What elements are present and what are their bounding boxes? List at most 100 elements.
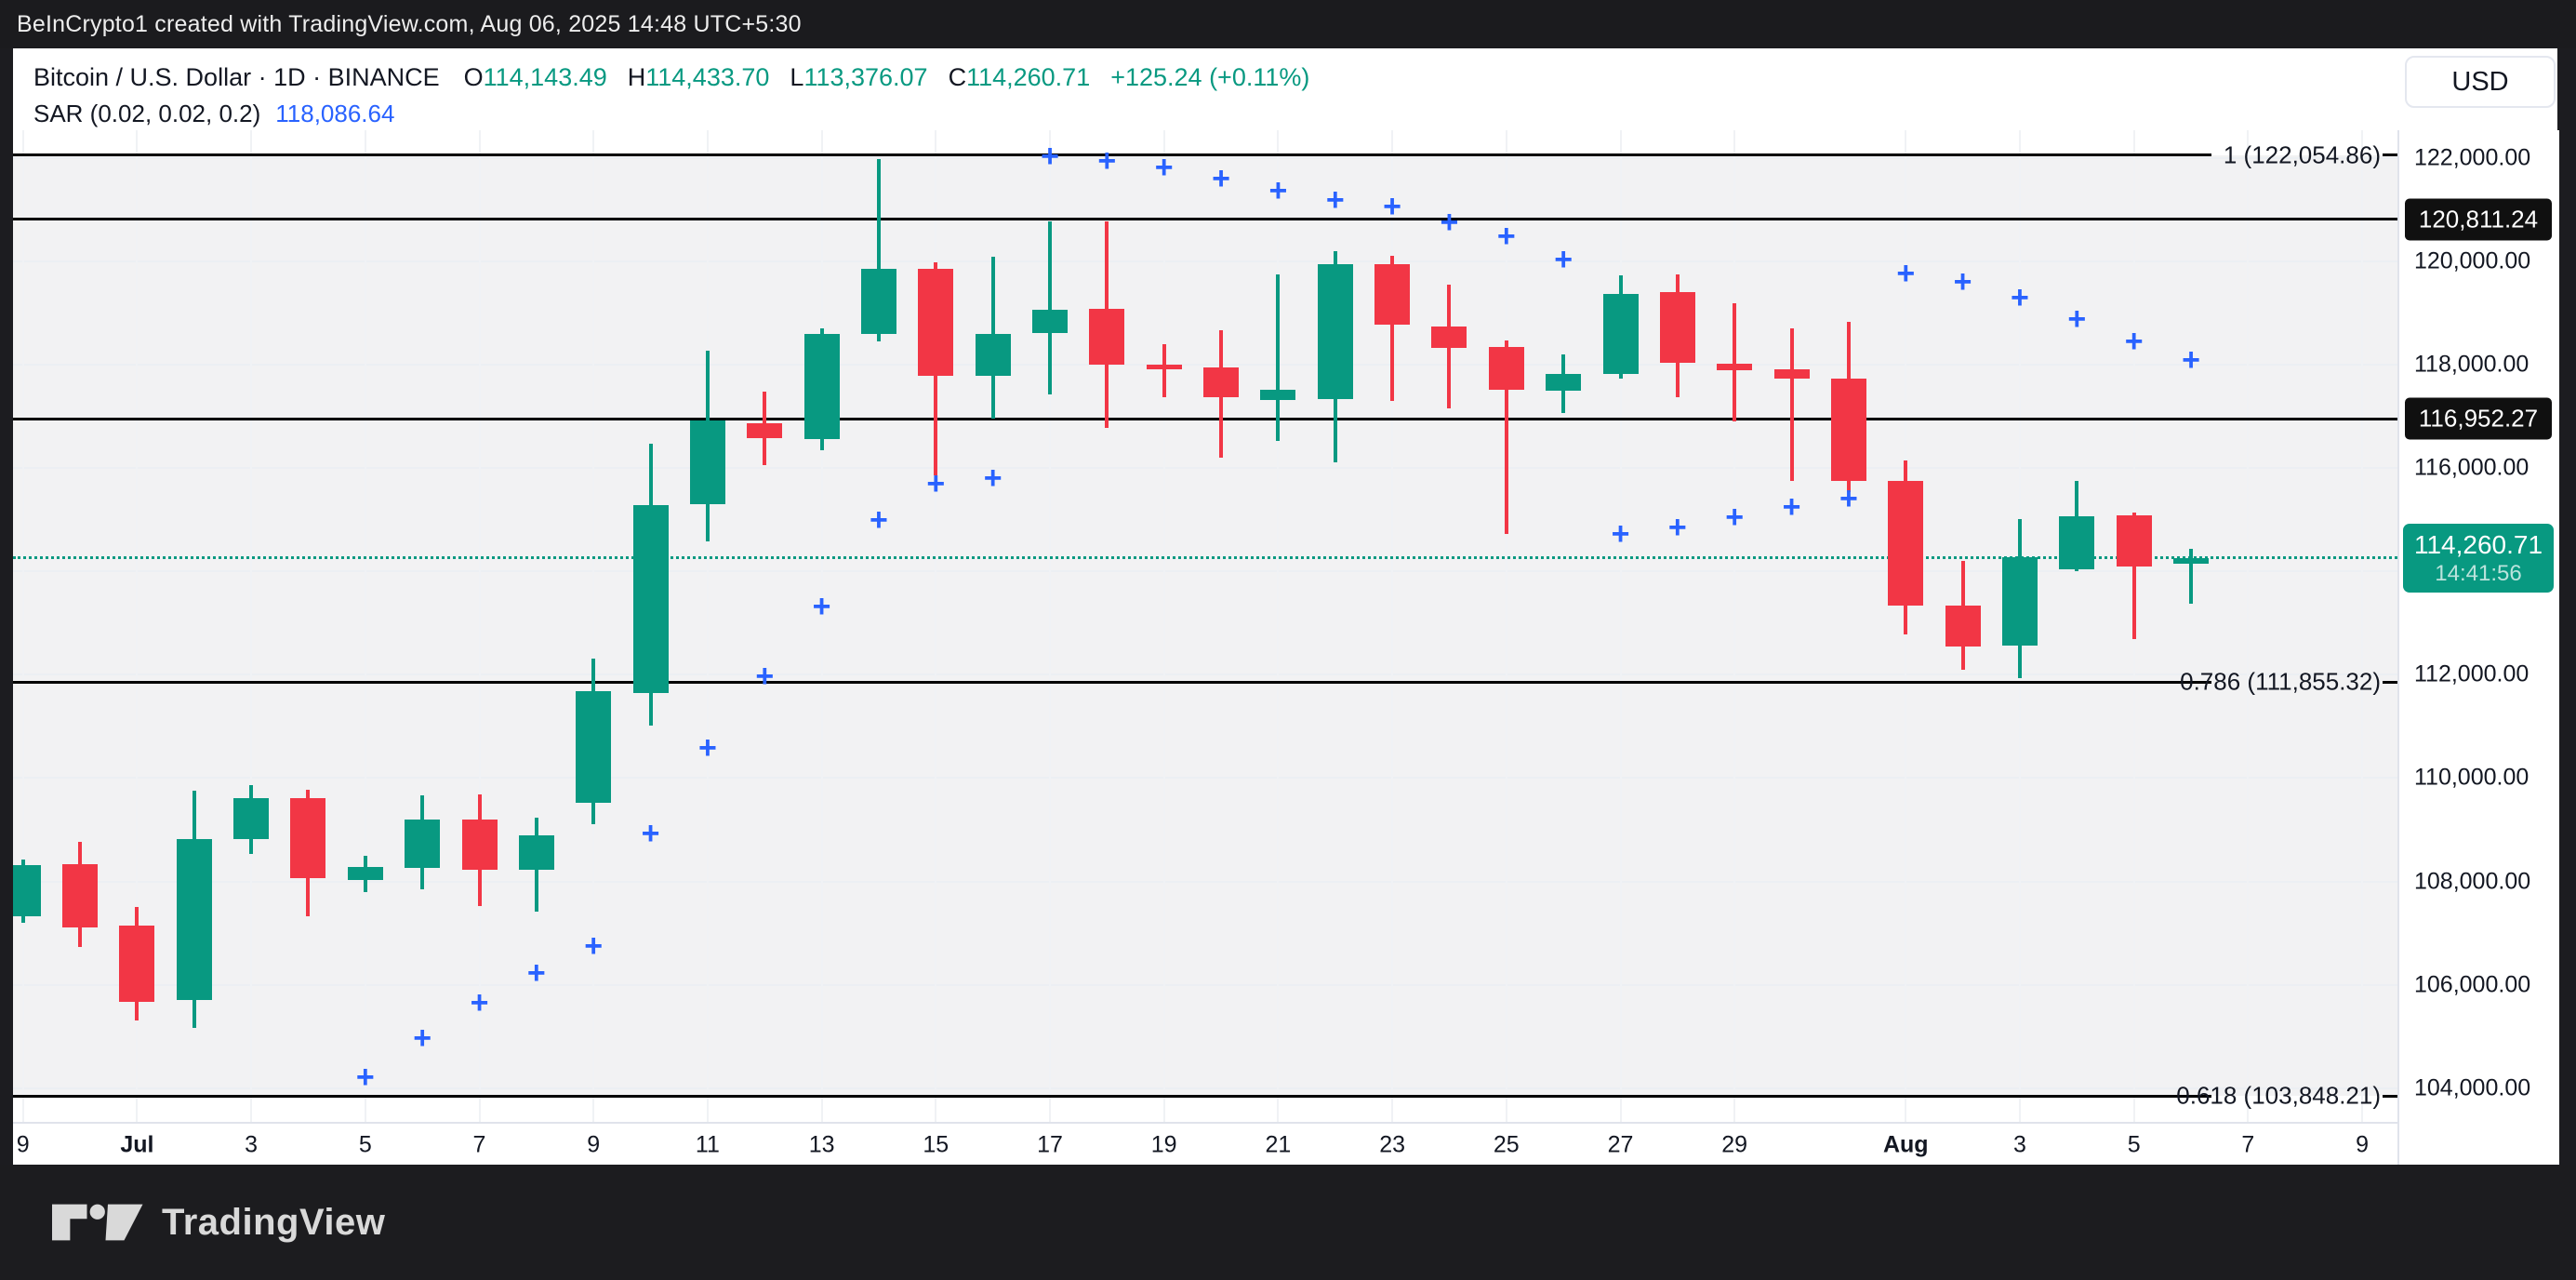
fib-level-label: 1 (122,054.86) (2223, 140, 2381, 168)
price-chart-pane[interactable]: 1 (122,054.86) 0.786 (111,855.32) 0.618 (1… (13, 130, 2397, 1122)
sar-dot: + (1496, 219, 1516, 255)
horizontal-gridline (13, 673, 2397, 676)
vertical-gridline (706, 130, 709, 1122)
symbol-title[interactable]: Bitcoin / U.S. Dollar · 1D · BINANCE (33, 62, 440, 91)
candle-body (13, 865, 41, 917)
price-axis-label: 104,000.00 (2414, 1074, 2531, 1101)
horizontal-gridline (13, 1087, 2397, 1089)
sar-dot: + (870, 502, 888, 539)
candle-body (1374, 264, 1411, 326)
candle-body (918, 269, 954, 376)
candle-body (1203, 367, 1240, 397)
candle-body (347, 866, 383, 881)
candle-wick (1048, 221, 1052, 394)
time-axis-label: 13 (808, 1131, 835, 1158)
time-axis-label: 25 (1493, 1131, 1520, 1158)
candle-body (1089, 308, 1125, 365)
sar-dot: + (584, 928, 604, 964)
time-axis[interactable]: 9 Jul 3 5 7 9 11 13 15 17 19 21 23 25 27 29 Aug 3 5 7 9 (13, 1122, 2397, 1167)
candle-body (975, 333, 1011, 376)
vertical-gridline (592, 130, 595, 1122)
candle-body (2173, 557, 2209, 565)
sar-dot: + (1440, 205, 1459, 241)
change-value: +125.24 (+0.11%) (1110, 62, 1310, 91)
fib-level-axis-dash (2383, 153, 2397, 156)
candle-body (2116, 515, 2152, 567)
candle-wick (1276, 274, 1281, 441)
vertical-gridline (21, 130, 24, 1122)
time-axis-label: 29 (1721, 1131, 1748, 1158)
horizontal-gridline (13, 570, 2397, 573)
currency-toggle-button[interactable]: USD (2405, 56, 2556, 108)
indicator-name[interactable]: SAR (0.02, 0.02, 0.2) (33, 99, 261, 127)
candle-body (1146, 364, 1182, 370)
attribution-banner: BeInCrypto1 created with TradingView.com… (0, 0, 2576, 48)
price-axis-label: 122,000.00 (2414, 144, 2531, 171)
sar-dot: + (1268, 173, 1288, 209)
sar-dot: + (526, 954, 546, 991)
vertical-gridline (1049, 130, 1051, 1122)
sar-dot: + (2067, 301, 2087, 338)
candle-body (689, 420, 725, 504)
fib-level-line (13, 680, 2211, 684)
vertical-gridline (1277, 130, 1280, 1122)
vertical-gridline (136, 130, 139, 1122)
horizontal-gridline (13, 363, 2397, 366)
candle-wick (2131, 512, 2136, 640)
candle-wick (876, 158, 881, 341)
time-axis-label: 9 (2356, 1131, 2369, 1158)
horizontal-gridline (13, 466, 2397, 469)
fib-level-axis-dash (2383, 1094, 2397, 1098)
candle-body (1659, 292, 1695, 364)
candle-body (632, 504, 669, 694)
time-axis-label: 21 (1265, 1131, 1292, 1158)
sar-dot: + (2011, 280, 2029, 316)
time-axis-label: 9 (587, 1131, 601, 1158)
candle-body (860, 269, 896, 335)
sar-dot: + (1839, 480, 1858, 516)
fib-level-line (13, 1094, 2211, 1098)
time-axis-label: Aug (1882, 1131, 1929, 1158)
candle-body (1032, 310, 1068, 334)
candle-body (1317, 264, 1353, 399)
ohlc-l: L113,376.07 (790, 62, 928, 91)
time-axis-label: 11 (695, 1131, 720, 1158)
price-axis-label: 118,000.00 (2414, 351, 2530, 378)
tradingview-logo-icon (52, 1204, 143, 1241)
candle-body (576, 691, 612, 804)
sar-dot: + (2182, 342, 2200, 379)
indicator-legend-row: SAR (0.02, 0.02, 0.2) 118,086.64 (33, 99, 394, 128)
candle-body (290, 798, 326, 879)
price-axis-label: 110,000.00 (2414, 764, 2530, 791)
candle-body (747, 422, 783, 438)
price-axis-label: 106,000.00 (2414, 971, 2531, 998)
candle-body (1945, 605, 1981, 647)
candle-body (1488, 346, 1524, 390)
sar-dot: + (926, 466, 946, 502)
indicator-value: 118,086.64 (275, 99, 395, 127)
candle-body (119, 926, 155, 1003)
sar-dot: + (983, 460, 1003, 496)
sar-dot: + (641, 816, 660, 852)
vertical-gridline (820, 130, 823, 1122)
vertical-gridline (2247, 130, 2250, 1122)
sar-dot: + (413, 1020, 432, 1056)
vertical-gridline (364, 130, 366, 1122)
time-axis-label: 5 (2127, 1131, 2141, 1158)
candle-wick (1789, 327, 1794, 482)
time-axis-label: 3 (2012, 1131, 2026, 1158)
candle-wick (1733, 303, 1737, 421)
vertical-gridline (1505, 130, 1507, 1122)
sar-dot: + (1041, 139, 1059, 175)
candle-body (1888, 480, 1924, 606)
sar-dot: + (470, 985, 489, 1021)
price-axis[interactable]: 122,000.00 120,000.00 118,000.00 116,000.00… (2397, 130, 2559, 1213)
tradingview-brand-text: TradingView (162, 1201, 386, 1243)
sar-dot: + (1325, 182, 1345, 219)
candle-body (2059, 516, 2095, 569)
fib-level-line (13, 153, 2211, 156)
candle-body (803, 333, 840, 439)
sar-dot: + (1725, 499, 1745, 535)
vertical-gridline (478, 130, 481, 1122)
horizontal-gridline (13, 983, 2397, 986)
